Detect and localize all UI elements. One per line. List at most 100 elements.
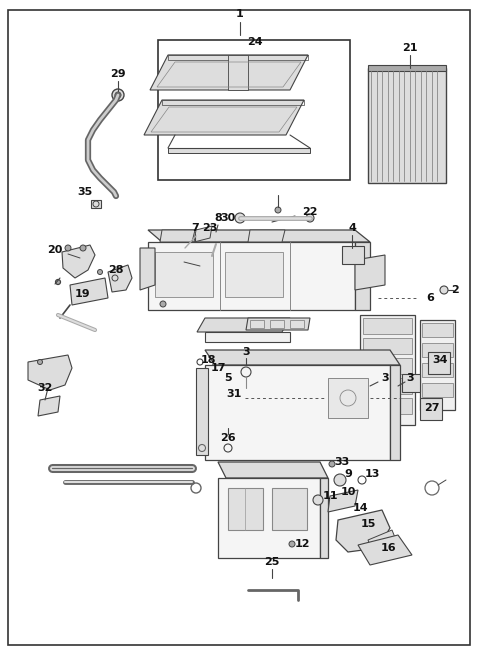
Bar — [225, 252, 283, 297]
Text: 34: 34 — [432, 355, 448, 365]
Polygon shape — [28, 355, 72, 390]
Text: 26: 26 — [220, 433, 236, 443]
Bar — [250, 320, 264, 328]
Polygon shape — [150, 55, 308, 90]
Polygon shape — [205, 332, 290, 342]
Text: 1: 1 — [236, 9, 244, 19]
Text: 3: 3 — [406, 373, 414, 383]
Polygon shape — [246, 318, 310, 330]
Polygon shape — [390, 365, 400, 460]
Polygon shape — [148, 242, 355, 310]
Polygon shape — [144, 100, 304, 135]
Polygon shape — [358, 535, 412, 565]
Bar — [422, 343, 453, 357]
Text: 8: 8 — [214, 213, 222, 223]
Polygon shape — [248, 230, 285, 242]
Circle shape — [329, 461, 335, 467]
Polygon shape — [328, 490, 358, 512]
Bar — [363, 358, 412, 374]
Circle shape — [289, 541, 295, 547]
Circle shape — [80, 245, 86, 251]
Bar — [91, 200, 101, 208]
Polygon shape — [218, 478, 320, 558]
Circle shape — [97, 269, 103, 275]
Text: 2: 2 — [451, 285, 459, 295]
Text: 27: 27 — [424, 403, 440, 413]
Bar — [422, 383, 453, 397]
Polygon shape — [320, 478, 328, 558]
Bar — [363, 338, 412, 354]
Text: 6: 6 — [426, 293, 434, 303]
Text: 22: 22 — [302, 207, 318, 217]
Bar — [290, 320, 304, 328]
Polygon shape — [228, 55, 248, 90]
Text: 33: 33 — [335, 457, 349, 467]
Circle shape — [160, 301, 166, 307]
Text: 13: 13 — [364, 469, 380, 479]
Bar — [328, 378, 368, 418]
Polygon shape — [140, 248, 155, 290]
Text: 25: 25 — [264, 557, 280, 567]
Text: 12: 12 — [294, 539, 310, 549]
Bar — [402, 374, 420, 392]
Text: 32: 32 — [37, 383, 53, 393]
Polygon shape — [160, 230, 195, 242]
Bar — [155, 252, 213, 297]
Text: 3: 3 — [242, 347, 250, 357]
Text: 28: 28 — [108, 265, 124, 275]
Bar — [422, 323, 453, 337]
Text: 14: 14 — [352, 503, 368, 513]
Circle shape — [334, 474, 346, 486]
Polygon shape — [218, 462, 328, 478]
Text: 31: 31 — [226, 389, 242, 399]
Bar — [363, 318, 412, 334]
Bar — [270, 320, 284, 328]
Polygon shape — [355, 255, 385, 290]
Circle shape — [115, 92, 121, 98]
Text: 17: 17 — [210, 363, 226, 373]
Text: 15: 15 — [360, 519, 376, 529]
Circle shape — [275, 207, 281, 213]
Text: 7: 7 — [191, 223, 199, 233]
Text: 11: 11 — [322, 491, 338, 501]
Text: 20: 20 — [48, 245, 63, 255]
Text: 24: 24 — [247, 37, 263, 47]
Circle shape — [306, 214, 314, 222]
Polygon shape — [168, 148, 310, 153]
Bar — [158, 40, 350, 180]
Circle shape — [37, 360, 43, 364]
Circle shape — [65, 245, 71, 251]
Bar — [422, 363, 453, 377]
Bar — [420, 320, 455, 410]
Text: 9: 9 — [344, 469, 352, 479]
Text: 19: 19 — [74, 289, 90, 299]
Text: 30: 30 — [220, 213, 236, 223]
Text: 3: 3 — [381, 373, 389, 383]
Polygon shape — [148, 230, 370, 242]
Polygon shape — [368, 530, 398, 555]
Bar — [428, 352, 450, 374]
Polygon shape — [70, 278, 108, 305]
Text: 4: 4 — [348, 223, 356, 233]
Polygon shape — [188, 244, 200, 266]
Text: 23: 23 — [202, 223, 218, 233]
Polygon shape — [196, 368, 208, 455]
Text: 35: 35 — [77, 187, 93, 197]
Bar — [368, 65, 446, 71]
Circle shape — [209, 230, 223, 244]
Circle shape — [56, 279, 60, 284]
Text: 10: 10 — [340, 487, 356, 497]
Circle shape — [112, 89, 124, 101]
Polygon shape — [62, 245, 95, 278]
Circle shape — [440, 286, 448, 294]
Text: 16: 16 — [380, 543, 396, 553]
Polygon shape — [355, 242, 370, 310]
Polygon shape — [197, 318, 290, 332]
Text: 21: 21 — [402, 43, 418, 53]
Bar — [228, 488, 263, 530]
Bar — [420, 398, 442, 420]
Polygon shape — [38, 396, 60, 416]
Bar — [368, 68, 446, 183]
Bar — [342, 246, 364, 264]
Circle shape — [313, 495, 323, 505]
